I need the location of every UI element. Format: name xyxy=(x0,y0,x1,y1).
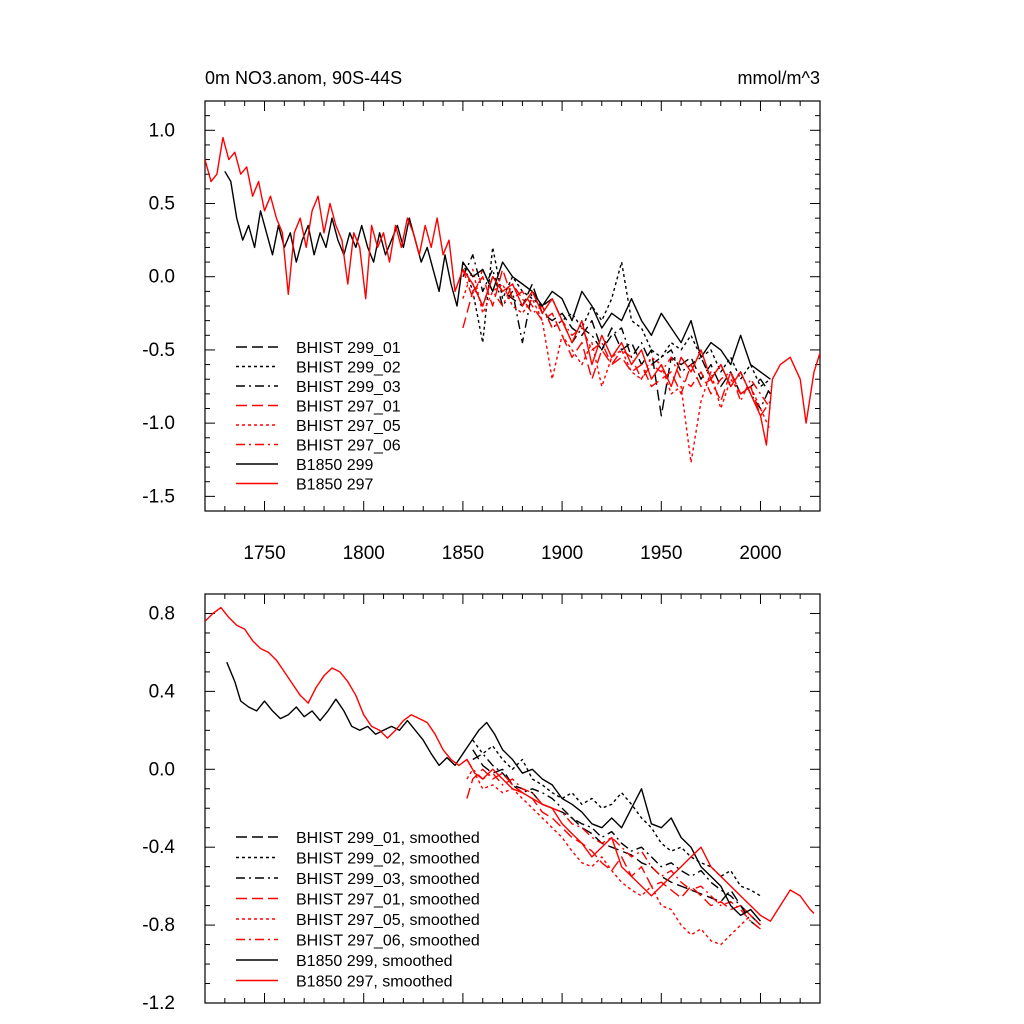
legend-label: B1850 297 xyxy=(296,477,374,494)
y-tick-label: 1.0 xyxy=(149,120,175,141)
x-tick-label: 1750 xyxy=(243,543,285,564)
series-line xyxy=(462,268,771,417)
x-tick-label: 1850 xyxy=(442,543,484,564)
legend-label: B1850 297, smoothed xyxy=(296,974,453,991)
y-tick-label: -1.2 xyxy=(142,993,175,1014)
y-tick-label: -0.4 xyxy=(142,837,175,858)
y-tick-label: 0.5 xyxy=(149,194,175,215)
legend: BHIST 299_01, smoothed BHIST 299_02, smoo… xyxy=(236,830,480,991)
legend-label: BHIST 297_06 xyxy=(296,438,401,455)
y-tick-label: -0.5 xyxy=(142,340,175,361)
legend-label: BHIST 297_06, smoothed xyxy=(296,933,480,950)
series-line xyxy=(462,268,771,409)
chart-title: 0m NO3.anom, 90S-44S xyxy=(205,68,402,88)
x-tick-label: 1950 xyxy=(640,543,682,564)
series-line xyxy=(205,606,815,922)
series-line xyxy=(462,269,771,417)
legend-label: BHIST 299_02 xyxy=(296,360,401,377)
series-line xyxy=(462,268,772,464)
series-group xyxy=(205,136,820,464)
series-line xyxy=(224,170,771,380)
legend-label: BHIST 299_03, smoothed xyxy=(296,871,480,888)
legend-label: BHIST 297_01, smoothed xyxy=(296,892,480,909)
legend-label: B1850 299, smoothed xyxy=(296,953,453,970)
y-tick-label: 0.0 xyxy=(149,267,175,288)
plot-frame xyxy=(204,593,821,1004)
y-tick-label: 0.4 xyxy=(149,681,176,702)
legend-label: BHIST 299_02, smoothed xyxy=(296,851,480,868)
series-line xyxy=(466,768,761,926)
y-tick-label: -0.8 xyxy=(142,915,175,936)
x-tick-label: 1800 xyxy=(343,543,385,564)
y-tick-label: -1.5 xyxy=(142,486,175,507)
y-tick-label: 0.8 xyxy=(149,603,175,624)
series-line xyxy=(466,759,761,930)
legend-label: BHIST 297_05, smoothed xyxy=(296,912,480,929)
series-line xyxy=(226,661,762,922)
legend-label: BHIST 299_01, smoothed xyxy=(296,830,480,847)
legend-label: B1850 299 xyxy=(296,457,374,474)
legend-label: BHIST 297_05 xyxy=(296,418,401,435)
series-group xyxy=(205,606,815,946)
series-line xyxy=(472,749,761,926)
chart-units: mmol/m^3 xyxy=(738,68,820,88)
x-tick-label: 1900 xyxy=(541,543,583,564)
y-tick-label: -1.0 xyxy=(142,413,175,434)
top-panel: 1.0 0.5 0.0 -0.5 -1.0 -1.5 1750 1800 1850 1900 195… xyxy=(142,68,821,564)
bottom-panel: 0.8 0.4 0.0 -0.4 -0.8 -1.2 BHIST 299_01, smoot… xyxy=(142,593,821,1014)
legend-label: BHIST 297_01 xyxy=(296,399,401,416)
series-line xyxy=(466,768,761,946)
series-line xyxy=(205,136,820,446)
series-line xyxy=(472,753,761,930)
x-tick-label: 2000 xyxy=(739,543,781,564)
legend-label: BHIST 299_01 xyxy=(296,340,401,357)
legend-label: BHIST 299_03 xyxy=(296,379,401,396)
legend: BHIST 299_01 BHIST 299_02 BHIST 299_03 BHIS… xyxy=(236,340,401,494)
y-tick-label: 0.0 xyxy=(149,759,175,780)
